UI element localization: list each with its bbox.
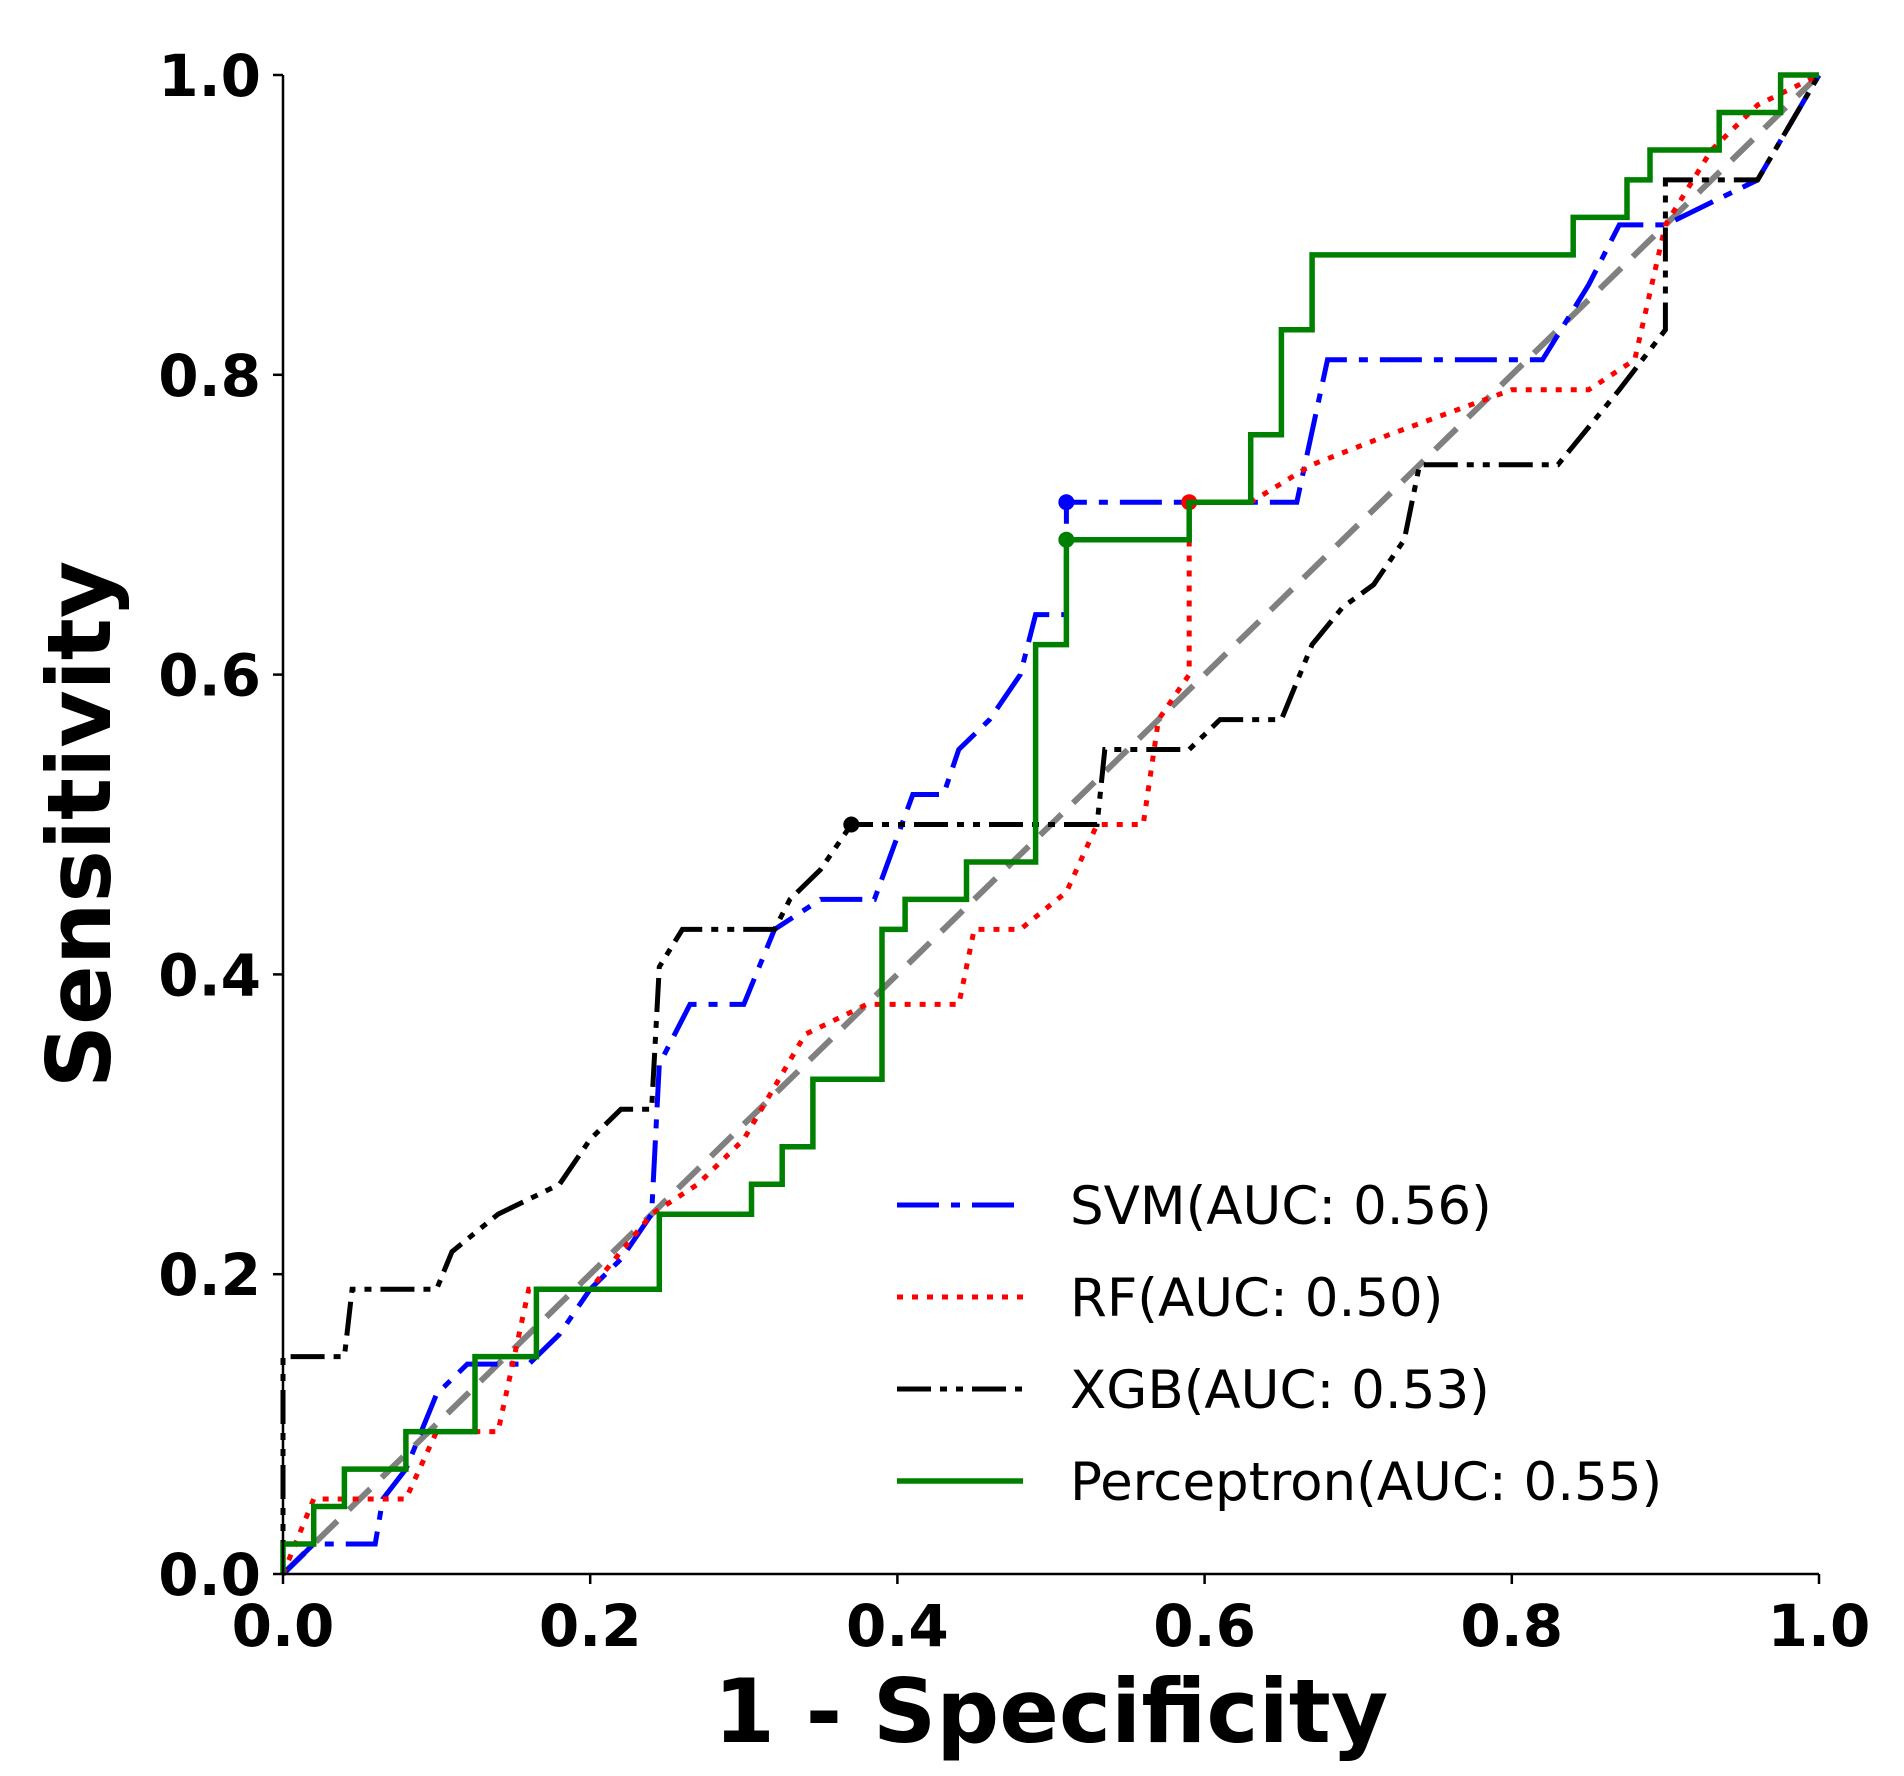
series-marker-perceptron xyxy=(1058,531,1075,548)
y-tick-label: 1.0 xyxy=(158,42,261,110)
x-tick-label: 0.4 xyxy=(846,1592,949,1660)
series-line-rf xyxy=(280,72,1821,1575)
y-tick-label: 0.0 xyxy=(158,1541,261,1609)
series-lines xyxy=(280,72,1822,1576)
x-axis-ticks: 0.0 0.2 0.4 0.6 0.8 1.0 xyxy=(232,1574,1871,1660)
y-tick-label: 0.2 xyxy=(158,1241,261,1309)
legend-label-perceptron: Perceptron(AUC: 0.55) xyxy=(1070,1452,1662,1513)
legend-label-xgb: XGB(AUC: 0.53) xyxy=(1070,1360,1490,1421)
x-axis-title: 1 - Specificity xyxy=(714,1660,1388,1763)
legend: SVM(AUC: 0.56) RF(AUC: 0.50) XGB(AUC: 0.53… xyxy=(897,1176,1662,1513)
legend-label-rf: RF(AUC: 0.50) xyxy=(1070,1268,1443,1329)
x-tick-label: 0.6 xyxy=(1153,1592,1256,1660)
y-axis-ticks: 0.0 0.2 0.4 0.6 0.8 1.0 xyxy=(158,42,283,1609)
series-marker-svm xyxy=(1058,494,1075,511)
series-marker-xgb xyxy=(843,816,860,833)
axes xyxy=(281,75,1819,1576)
x-tick-label: 1.0 xyxy=(1768,1592,1871,1660)
series-line-svm xyxy=(281,73,1822,1576)
legend-label-svm: SVM(AUC: 0.56) xyxy=(1070,1176,1492,1237)
y-tick-label: 0.8 xyxy=(158,342,261,410)
x-tick-label: 0.8 xyxy=(1460,1592,1563,1660)
x-tick-label: 0.0 xyxy=(232,1592,335,1660)
y-axis-title: Sensitivity xyxy=(28,561,131,1088)
y-tick-label: 0.4 xyxy=(158,941,261,1009)
series-line-perceptron xyxy=(280,72,1819,1574)
y-tick-label: 0.6 xyxy=(158,642,261,710)
x-tick-label: 0.2 xyxy=(539,1592,642,1660)
